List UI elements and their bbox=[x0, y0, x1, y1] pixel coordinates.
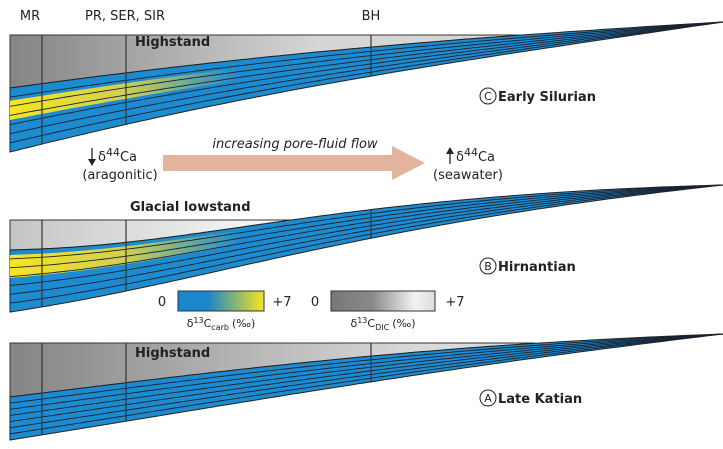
superscript: 44 bbox=[106, 146, 120, 159]
unit: (‰) bbox=[392, 317, 415, 330]
diagram: Highstand C Early Silurian Glacial lowstand… bbox=[0, 0, 723, 449]
down-arrow-head bbox=[88, 159, 96, 166]
panel-label: Hirnantian bbox=[498, 260, 576, 275]
location-label: BH bbox=[362, 9, 381, 24]
stage-label: Highstand bbox=[135, 346, 210, 361]
panel-label: Late Katian bbox=[498, 392, 582, 407]
panel-label: Early Silurian bbox=[498, 90, 596, 105]
panel: Highstand A Late Katian bbox=[10, 334, 723, 440]
legend-max: +7 bbox=[272, 295, 291, 310]
superscript: 44 bbox=[464, 146, 478, 159]
up-arrow-head bbox=[446, 147, 454, 154]
element: Ca bbox=[478, 150, 495, 165]
isotope-label: δ44Ca bbox=[456, 146, 495, 165]
unit: (‰) bbox=[232, 317, 255, 330]
legend-bar bbox=[331, 291, 435, 311]
location-label: PR, SER, SIR bbox=[85, 9, 165, 24]
flow-text: increasing pore-fluid flow bbox=[212, 137, 378, 152]
panel: Highstand C Early Silurian bbox=[10, 22, 723, 152]
legend-min: 0 bbox=[311, 295, 319, 310]
location-label: MR bbox=[20, 9, 40, 24]
symbol: δ bbox=[456, 150, 464, 165]
superscript: 13 bbox=[193, 316, 203, 325]
subscript: carb bbox=[211, 323, 229, 332]
symbol: δ bbox=[98, 150, 106, 165]
stage-label: Glacial lowstand bbox=[130, 200, 251, 215]
element: Ca bbox=[120, 150, 137, 165]
isotope-note: (seawater) bbox=[433, 168, 503, 183]
superscript: 13 bbox=[357, 316, 367, 325]
panel-letter: C bbox=[484, 90, 492, 103]
panel-letter: B bbox=[484, 260, 492, 273]
panels: Highstand C Early Silurian Glacial lowstand… bbox=[10, 22, 723, 440]
panel-letter: A bbox=[484, 392, 492, 405]
stage-label: Highstand bbox=[135, 35, 210, 50]
isotope-label: δ44Ca bbox=[98, 146, 137, 165]
legend-title: δ13CDIC(‰) bbox=[350, 316, 415, 332]
legend-max: +7 bbox=[445, 295, 464, 310]
legend-bar bbox=[178, 291, 264, 311]
legend-title: δ13Ccarb(‰) bbox=[187, 316, 256, 332]
legend-min: 0 bbox=[158, 295, 166, 310]
subscript: DIC bbox=[375, 323, 390, 332]
isotope-note: (aragonitic) bbox=[82, 168, 157, 183]
